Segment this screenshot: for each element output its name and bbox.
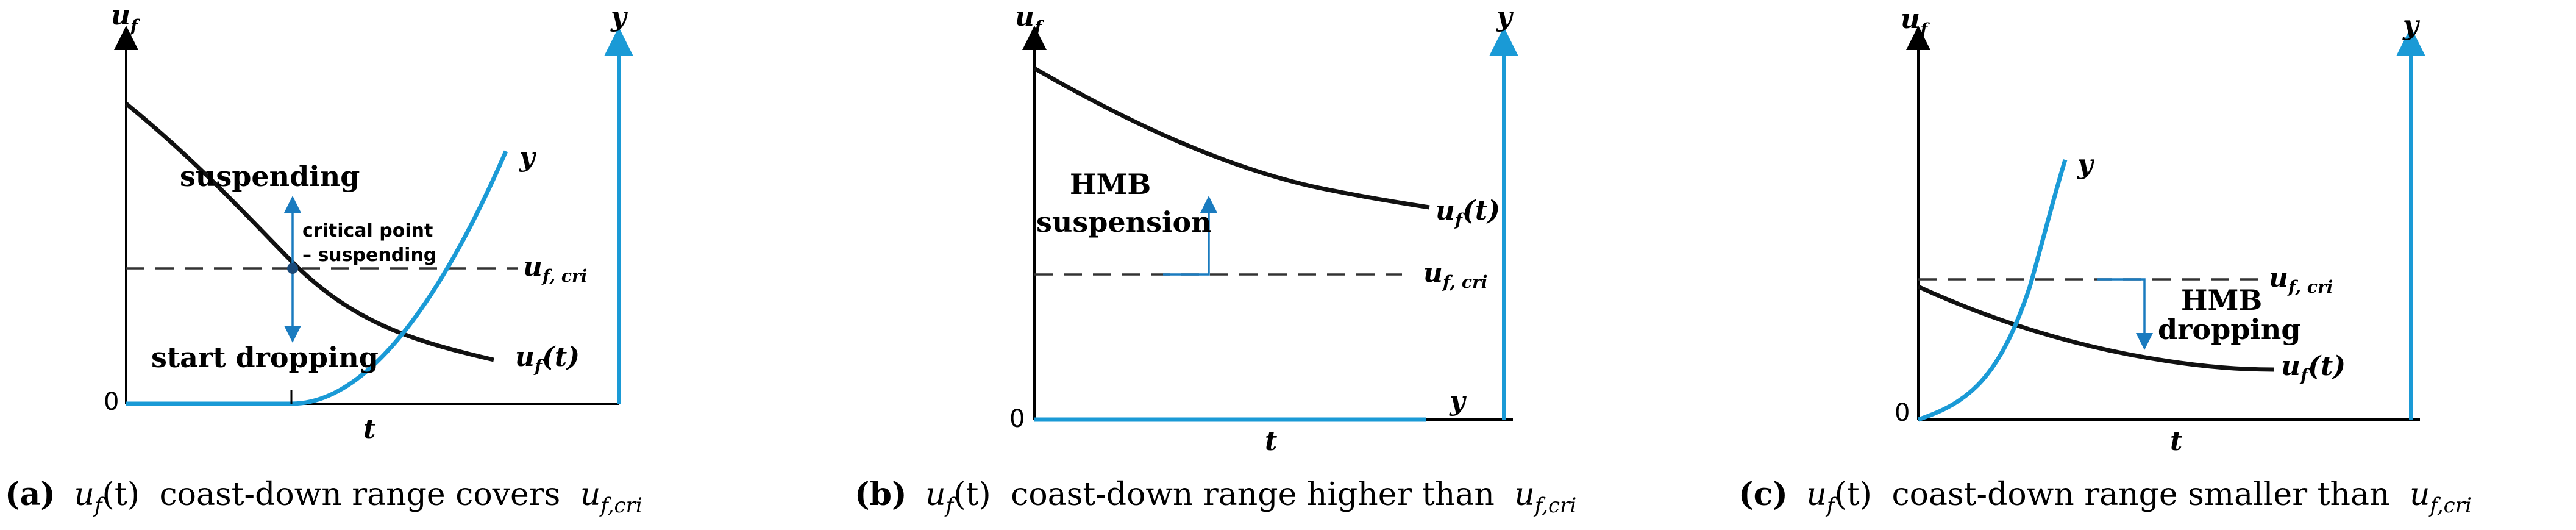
panel-b-t-label: t xyxy=(1265,426,1277,457)
panel-a-y-axis-label: y xyxy=(610,1,628,32)
panel-c-uft-label: uf(t) xyxy=(2281,351,2346,385)
panel-a-y-curve xyxy=(126,150,508,406)
panel-b-y-axis-label: y xyxy=(1496,1,1514,32)
panel-b-suspension: suspension xyxy=(1036,206,1212,238)
panel-a-critical-1: critical point xyxy=(302,220,433,242)
panel-a: uf y t 0 suspending critical point – sus… xyxy=(104,0,633,445)
panel-a-y-curve-label: y xyxy=(519,141,537,173)
panel-c-uf-axis-label: uf xyxy=(1901,4,1930,40)
caption-a: (a) uf(t) coast-down range covers uf,cri xyxy=(5,476,642,518)
panel-c-uf-curve xyxy=(1917,284,2274,372)
panel-c-origin: 0 xyxy=(1895,399,1910,427)
panel-b-y-curve-label: y xyxy=(1449,385,1467,417)
panel-b-hmb: HMB xyxy=(1070,168,1151,201)
panel-c-y-curve xyxy=(1917,159,2068,422)
panel-c-y-axis-label: y xyxy=(2402,10,2421,41)
panel-c-dropping: dropping xyxy=(2158,313,2301,346)
panel-a-critical-2: – suspending xyxy=(302,245,436,266)
panel-b-uf-curve xyxy=(1033,66,1430,210)
panel-b-uft-label: uf(t) xyxy=(1436,195,1500,230)
panel-a-ufcri-label: uf, cri xyxy=(523,251,587,286)
panel-c-ufcri-label: uf, cri xyxy=(2269,262,2333,297)
panel-c-hmb: HMB xyxy=(2181,284,2262,317)
panel-c-down-arrow xyxy=(2097,278,2153,350)
panel-b-origin: 0 xyxy=(1009,405,1025,433)
panel-a-t-label: t xyxy=(363,414,375,445)
panel-a-start-dropping: start dropping xyxy=(151,341,379,374)
panel-c-y-curve-label: y xyxy=(2077,149,2095,180)
caption-c: (c) uf(t) coast-down range smaller than … xyxy=(1738,476,2472,518)
panel-c-t-label: t xyxy=(2170,426,2182,457)
panel-c: uf y t 0 HMB dropping uf, cri uf(t) y xyxy=(1895,4,2425,457)
panel-b: uf y t 0 HMB suspension uf, cri uf(t) y xyxy=(1009,1,1518,457)
panel-a-origin: 0 xyxy=(104,388,119,416)
panel-b-ufcri-label: uf, cri xyxy=(1423,257,1487,292)
caption-b: (b) uf(t) coast-down range higher than u… xyxy=(855,476,1576,518)
panel-a-uf-axis-label: uf xyxy=(111,0,141,36)
panel-b-uf-axis-label: uf xyxy=(1015,1,1045,37)
panel-a-suspending: suspending xyxy=(180,160,360,193)
panel-b-up-arrow xyxy=(1163,196,1217,276)
panel-a-uft-label: uf(t) xyxy=(515,342,580,376)
panel-a-critical-point xyxy=(287,263,298,274)
